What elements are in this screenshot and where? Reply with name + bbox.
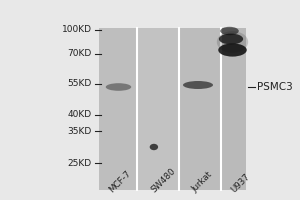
Bar	[99, 28, 136, 190]
Bar	[178, 28, 220, 190]
Ellipse shape	[219, 34, 243, 44]
Bar	[136, 28, 178, 190]
Text: 55KD: 55KD	[67, 79, 92, 88]
Text: 100KD: 100KD	[61, 25, 92, 34]
Ellipse shape	[106, 83, 131, 91]
Text: SW480: SW480	[150, 166, 178, 194]
Text: 25KD: 25KD	[68, 158, 92, 168]
Ellipse shape	[218, 43, 247, 57]
Ellipse shape	[183, 81, 213, 89]
Ellipse shape	[217, 31, 248, 53]
Text: 35KD: 35KD	[67, 127, 92, 136]
FancyBboxPatch shape	[99, 28, 246, 190]
Text: MCF-7: MCF-7	[108, 168, 133, 194]
Text: U937: U937	[229, 172, 252, 194]
Text: 70KD: 70KD	[67, 49, 92, 58]
Text: 40KD: 40KD	[68, 110, 92, 119]
Ellipse shape	[220, 27, 239, 35]
Text: Jurkat: Jurkat	[190, 170, 214, 194]
Ellipse shape	[150, 144, 158, 150]
Text: PSMC3: PSMC3	[256, 82, 292, 92]
Bar	[220, 28, 246, 190]
